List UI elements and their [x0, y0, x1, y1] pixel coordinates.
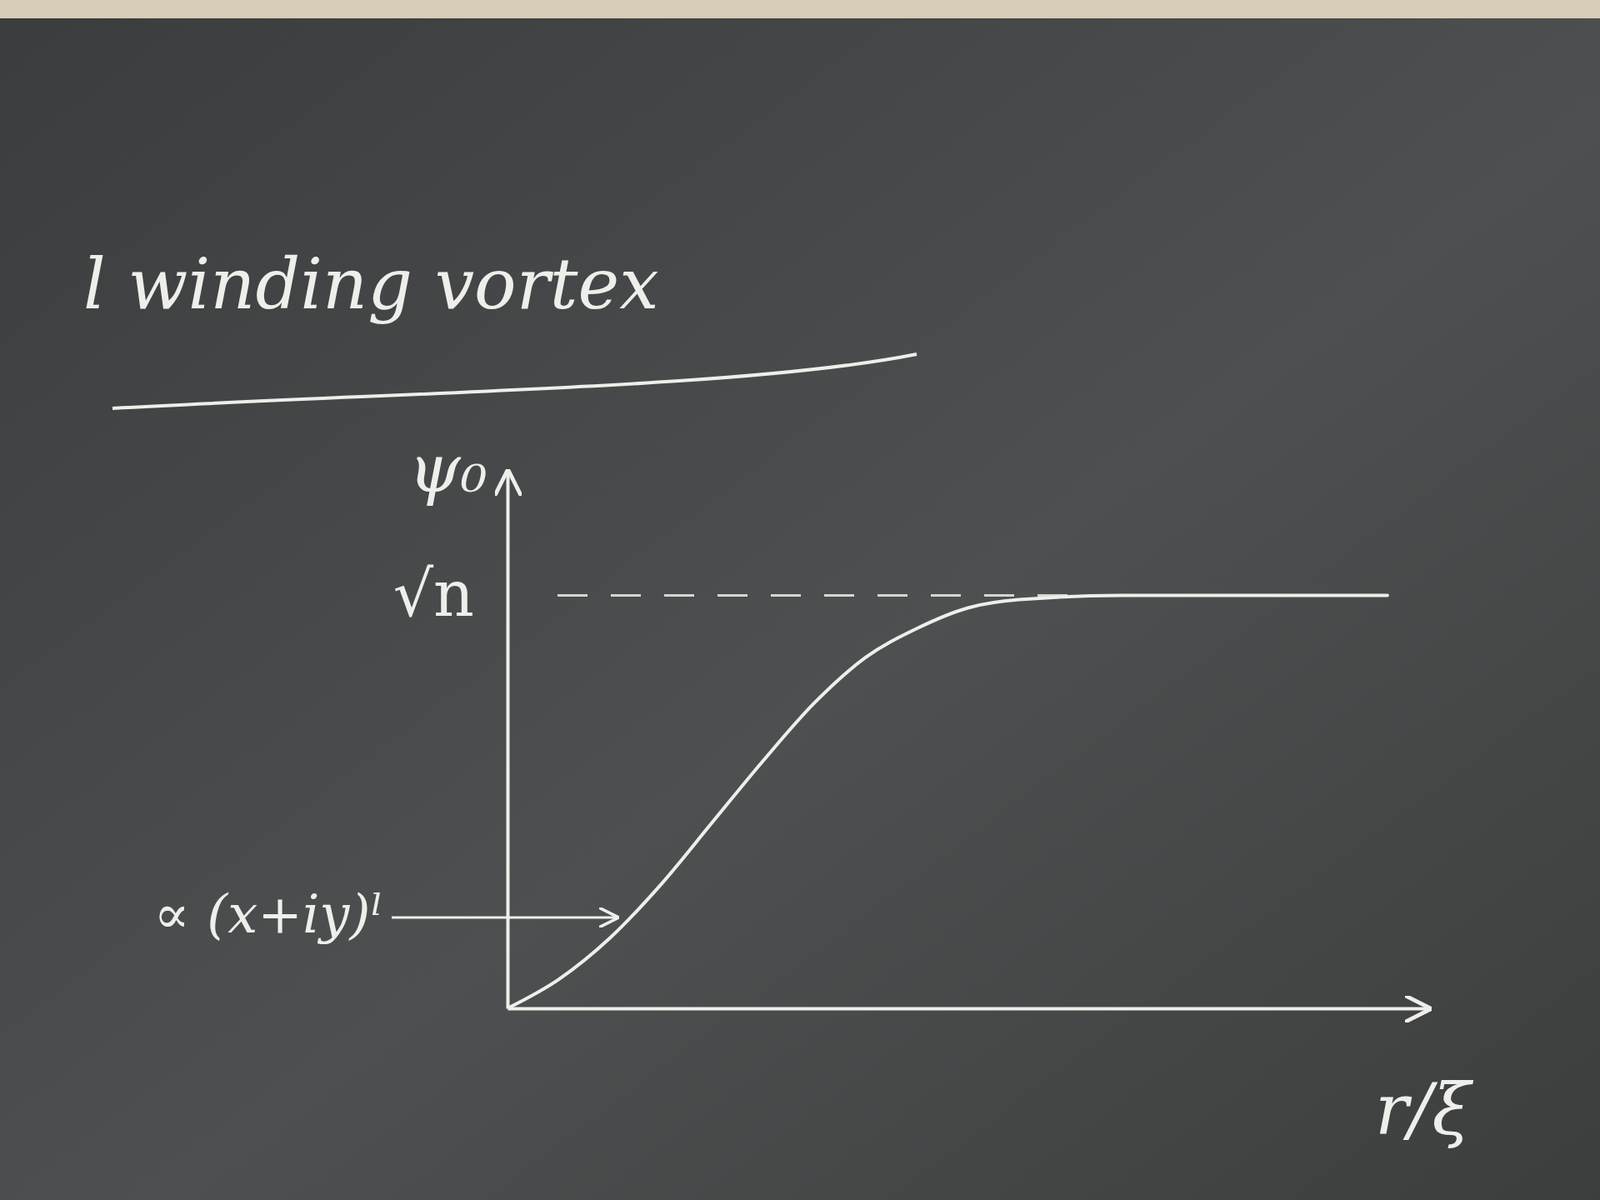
x-axis	[508, 1008, 1430, 1010]
annotation-arrow	[391, 916, 617, 920]
plot-area	[507, 595, 1388, 1009]
board-background	[0, 0, 1600, 1200]
annotation-text: ∝ (x+iy)ˡ	[154, 883, 384, 945]
board-frame	[0, 0, 1600, 19]
y-axis: √n	[393, 472, 509, 1010]
y-tick: √n	[393, 556, 508, 631]
y-axis-line	[506, 472, 510, 1010]
y-axis-label: ψ₀	[408, 430, 488, 508]
x-axis-label: r/ξ	[1375, 1068, 1474, 1150]
y-tick-label: √n	[393, 556, 475, 631]
blackboard: l winding vortex √n ψ₀ r/ξ ∝ (x+iy)ˡ	[0, 0, 1600, 1200]
title: l winding vortex	[83, 243, 660, 325]
x-axis-line	[508, 1007, 1430, 1011]
title-underline	[112, 354, 917, 409]
profile-line	[507, 595, 1388, 1009]
